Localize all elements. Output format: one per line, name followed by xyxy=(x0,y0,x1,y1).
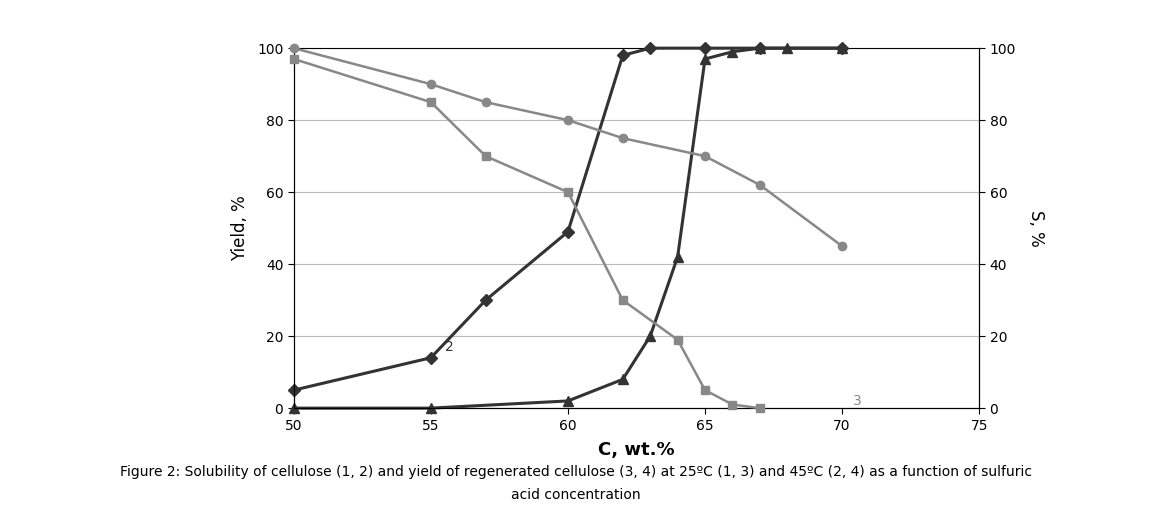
Text: 3: 3 xyxy=(854,394,862,408)
Y-axis label: Yield, %: Yield, % xyxy=(230,195,249,261)
Text: 2: 2 xyxy=(445,340,453,354)
Y-axis label: S, %: S, % xyxy=(1028,210,1045,246)
X-axis label: C, wt.%: C, wt.% xyxy=(598,441,675,459)
Text: Figure 2: Solubility of cellulose (1, 2) and yield of regenerated cellulose (3, : Figure 2: Solubility of cellulose (1, 2)… xyxy=(120,465,1032,479)
Text: acid concentration: acid concentration xyxy=(511,488,641,502)
